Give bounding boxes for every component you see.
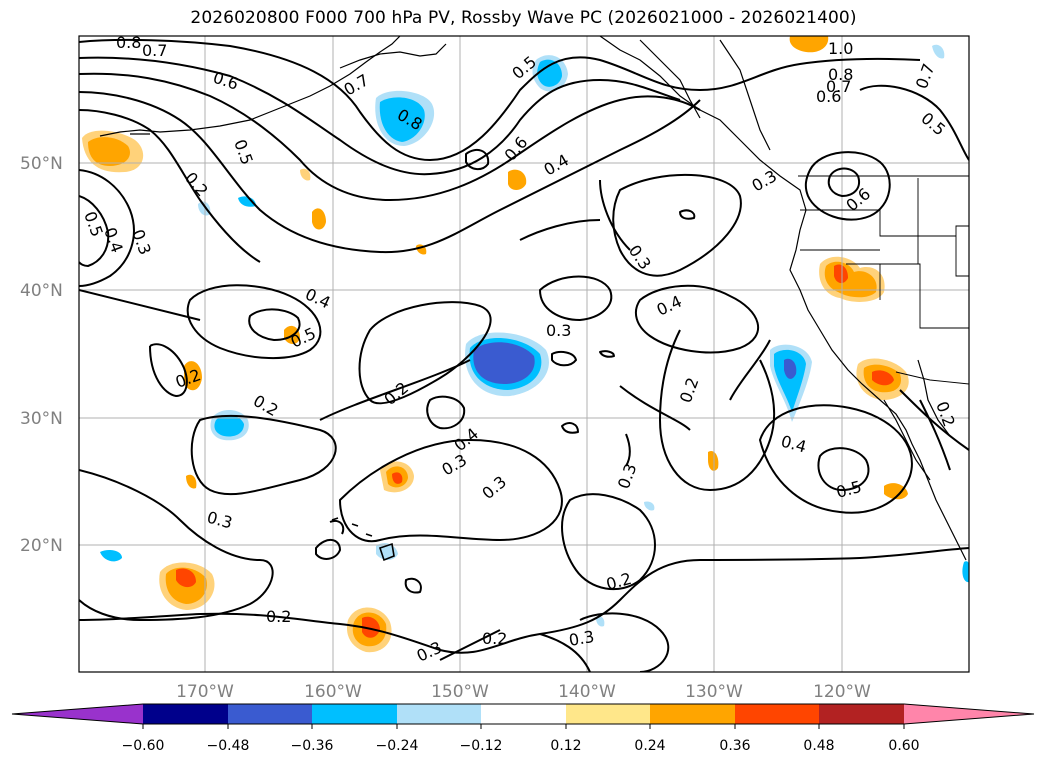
lon-label-130w: 130°W xyxy=(685,682,743,702)
longitude-labels: 170°W 160°W 150°W 140°W 130°W 120°W xyxy=(176,682,871,702)
colorbar-tick-label: −0.24 xyxy=(376,738,419,754)
negative-shading xyxy=(100,44,969,627)
colorbar-swatch xyxy=(312,704,397,724)
graticule xyxy=(79,36,969,672)
colorbar-tick-label: 0.24 xyxy=(634,738,665,754)
latitude-labels: 50°N 40°N 30°N 20°N xyxy=(20,154,63,556)
colorbar-swatch xyxy=(904,704,1034,724)
lat-label-20n: 20°N xyxy=(20,536,63,556)
political-borders xyxy=(798,175,969,385)
contour-label: 0.6 xyxy=(816,87,841,106)
colorbar-ticks xyxy=(142,724,905,729)
colorbar: −0.60 −0.48 −0.36 −0.24 −0.12 0.12 0.24 … xyxy=(11,703,1035,754)
lat-label-50n: 50°N xyxy=(20,154,63,174)
contour-label: 0.7 xyxy=(142,41,167,60)
coastlines xyxy=(99,36,967,561)
colorbar-tick-label: 0.12 xyxy=(550,738,581,754)
lat-label-30n: 30°N xyxy=(20,409,63,429)
colorbar-tick-label: 0.48 xyxy=(803,738,834,754)
colorbar-tick-label: −0.36 xyxy=(291,738,334,754)
lon-label-140w: 140°W xyxy=(558,682,616,702)
plot-title: 2026020800 F000 700 hPa PV, Rossby Wave … xyxy=(190,8,857,28)
colorbar-swatch xyxy=(397,704,481,724)
contour-label: 0.8 xyxy=(116,33,141,52)
colorbar-tick-label: 0.36 xyxy=(719,738,750,754)
contour-label: 0.8 xyxy=(828,65,853,84)
colorbar-tick-label: −0.60 xyxy=(122,738,165,754)
lon-label-150w: 150°W xyxy=(431,682,489,702)
map-frame xyxy=(78,35,970,673)
colorbar-swatch xyxy=(819,704,904,724)
contour-label: 0.2 xyxy=(266,607,291,626)
colorbar-swatch xyxy=(481,704,566,724)
contour-label: 1.0 xyxy=(828,39,853,58)
lat-label-40n: 40°N xyxy=(20,281,63,301)
contour-label: 0.7 xyxy=(826,77,851,96)
lon-label-120w: 120°W xyxy=(813,682,871,702)
pv-contours xyxy=(79,38,969,672)
contour-label: 0.3 xyxy=(567,627,595,650)
colorbar-swatch xyxy=(228,704,312,724)
lon-label-170w: 170°W xyxy=(176,682,234,702)
hawaiian-islands xyxy=(331,517,395,562)
colorbar-tick-label: −0.48 xyxy=(207,738,250,754)
colorbar-tick-label: 0.60 xyxy=(888,738,919,754)
colorbar-swatch xyxy=(143,704,228,724)
colorbar-swatch xyxy=(735,704,819,724)
colorbar-swatch xyxy=(566,704,650,724)
positive-shading xyxy=(82,36,909,653)
colorbar-swatch xyxy=(12,704,143,724)
lon-label-160w: 160°W xyxy=(304,682,362,702)
contour-label: 0.3 xyxy=(546,321,571,340)
colorbar-tick-label: −0.12 xyxy=(460,738,503,754)
colorbar-swatch xyxy=(650,704,735,724)
contour-label: 0.2 xyxy=(482,629,507,648)
